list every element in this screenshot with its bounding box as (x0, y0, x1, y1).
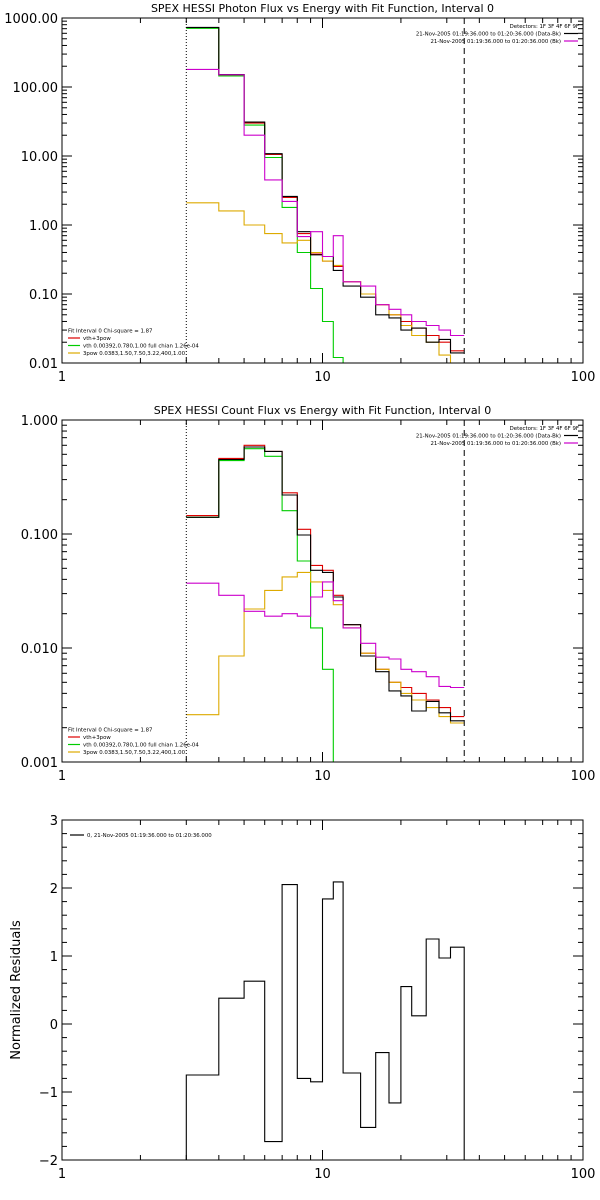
x-tick-label: 10 (314, 1167, 331, 1182)
legend-residual-text: 0, 21-Nov-2005 01:19:36.000 to 01:20:36.… (87, 833, 212, 839)
legend-bottom-text: 3pow 0.0383,1.50,7.50,3.22,400,1.00 (83, 351, 186, 357)
y-tick-label: −1 (39, 1086, 58, 1101)
y-tick-label: −2 (39, 1154, 58, 1169)
y-tick-label: 0.10 (29, 288, 58, 303)
legend-bottom-title: Fit Interval 0 Chi-square = 1.87 (68, 728, 152, 734)
y-tick-label: 1000.00 (4, 12, 58, 27)
x-tick-label: 10 (314, 769, 331, 784)
legend-top-text: 21-Nov-2005 01:19:36.000 to 01:20:36.000… (430, 441, 561, 447)
legend-top-text: 21-Nov-2005 01:19:36.000 to 01:20:36.000… (416, 434, 561, 440)
chart-title: SPEX HESSI Photon Flux vs Energy with Fi… (151, 2, 494, 15)
x-tick-label: 1 (58, 370, 66, 385)
series-line-vth (186, 448, 334, 762)
photon-flux-panel: SPEX HESSI Photon Flux vs Energy with Fi… (4, 2, 595, 385)
y-tick-label: 0.010 (21, 642, 58, 657)
y-axis-label: Normalized Residuals (9, 920, 24, 1060)
y-tick-label: 0.01 (29, 357, 58, 372)
series-group (185, 881, 465, 1160)
y-tick-label: 1.00 (29, 219, 58, 234)
legend-bottom-title: Fit Interval 0 Chi-square = 1.87 (68, 329, 152, 335)
series-line-bk (186, 581, 465, 689)
y-tick-label: 10.00 (21, 150, 58, 165)
y-tick-label: 1.000 (21, 414, 58, 429)
series-group (186, 26, 465, 363)
y-tick-label: 2 (50, 882, 58, 897)
legend-top-text: Detectors: 1F 3F 4F 6F 9F (510, 426, 579, 432)
chart-title: SPEX HESSI Count Flux vs Energy with Fit… (154, 404, 491, 417)
x-tick-label: 100 (571, 1167, 596, 1182)
legend-bottom-text: 3pow 0.0383,1.50,7.50,3.22,400,1.00 (83, 750, 186, 756)
y-tick-label: 100.00 (13, 81, 59, 96)
legend-bottom-text: vth+3pow (83, 336, 111, 342)
series-line-vth (186, 27, 344, 363)
series-line-vth-3pow (186, 444, 465, 718)
y-tick-label: 3 (50, 814, 58, 829)
series-line-0-21-nov-2005-01-19-36-000-to-01-20-36-000 (185, 881, 465, 1160)
legend-top-text: 21-Nov-2005 01:19:36.000 to 01:20:36.000… (416, 32, 561, 38)
y-tick-label: 1 (50, 950, 58, 965)
x-tick-label: 100 (571, 370, 596, 385)
legend-top-text: Detectors: 1F 3F 4F 6F 9F (510, 24, 579, 30)
y-tick-label: 0.001 (21, 756, 58, 771)
series-line-data-bk (186, 446, 465, 722)
x-tick-label: 10 (314, 370, 331, 385)
legend-top-text: 21-Nov-2005 01:19:36.000 to 01:20:36.000… (430, 39, 561, 45)
x-tick-label: 1 (58, 1167, 66, 1182)
x-tick-label: 1 (58, 769, 66, 784)
x-tick-label: 100 (571, 769, 596, 784)
legend-bottom-text: vth 0.00392,0.780,1.00 full chian 1.26e-… (83, 743, 199, 749)
series-line-3pow (186, 202, 465, 363)
y-tick-label: 0.100 (21, 528, 58, 543)
series-line-bk (186, 68, 465, 337)
count-flux-panel: SPEX HESSI Count Flux vs Energy with Fit… (21, 404, 596, 784)
legend-bottom-text: vth 0.00392,0.780,1.00 full chian 1.26e-… (83, 344, 199, 350)
legend-bottom-text: vth+3pow (83, 735, 111, 741)
series-group (186, 444, 465, 762)
y-tick-label: 0 (50, 1018, 58, 1033)
